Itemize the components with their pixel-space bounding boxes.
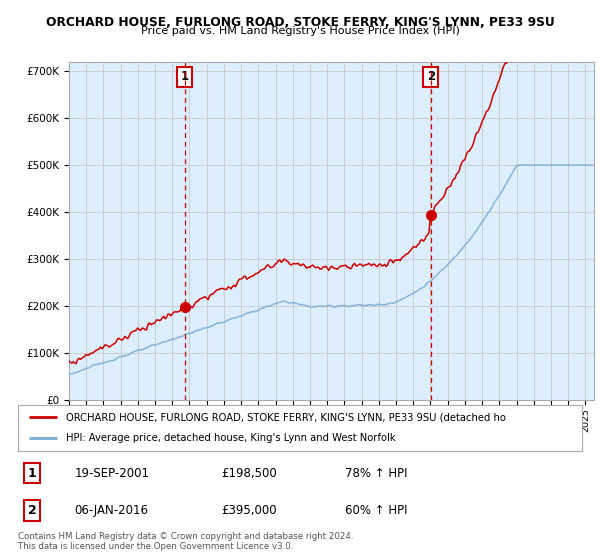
- Text: 2: 2: [28, 504, 37, 517]
- Text: Contains HM Land Registry data © Crown copyright and database right 2024.
This d: Contains HM Land Registry data © Crown c…: [18, 532, 353, 552]
- FancyBboxPatch shape: [18, 405, 582, 451]
- Text: Price paid vs. HM Land Registry's House Price Index (HPI): Price paid vs. HM Land Registry's House …: [140, 26, 460, 36]
- Text: ORCHARD HOUSE, FURLONG ROAD, STOKE FERRY, KING'S LYNN, PE33 9SU: ORCHARD HOUSE, FURLONG ROAD, STOKE FERRY…: [46, 16, 554, 29]
- Text: £198,500: £198,500: [221, 466, 277, 480]
- Text: 1: 1: [28, 466, 37, 480]
- Text: HPI: Average price, detached house, King's Lynn and West Norfolk: HPI: Average price, detached house, King…: [66, 433, 395, 444]
- Text: 1: 1: [181, 71, 189, 83]
- Text: 2: 2: [427, 71, 435, 83]
- Text: £395,000: £395,000: [221, 504, 277, 517]
- Text: 78% ↑ HPI: 78% ↑ HPI: [345, 466, 407, 480]
- Text: 06-JAN-2016: 06-JAN-2016: [74, 504, 148, 517]
- Text: 19-SEP-2001: 19-SEP-2001: [74, 466, 149, 480]
- Text: ORCHARD HOUSE, FURLONG ROAD, STOKE FERRY, KING'S LYNN, PE33 9SU (detached ho: ORCHARD HOUSE, FURLONG ROAD, STOKE FERRY…: [66, 412, 506, 422]
- Text: 60% ↑ HPI: 60% ↑ HPI: [345, 504, 407, 517]
